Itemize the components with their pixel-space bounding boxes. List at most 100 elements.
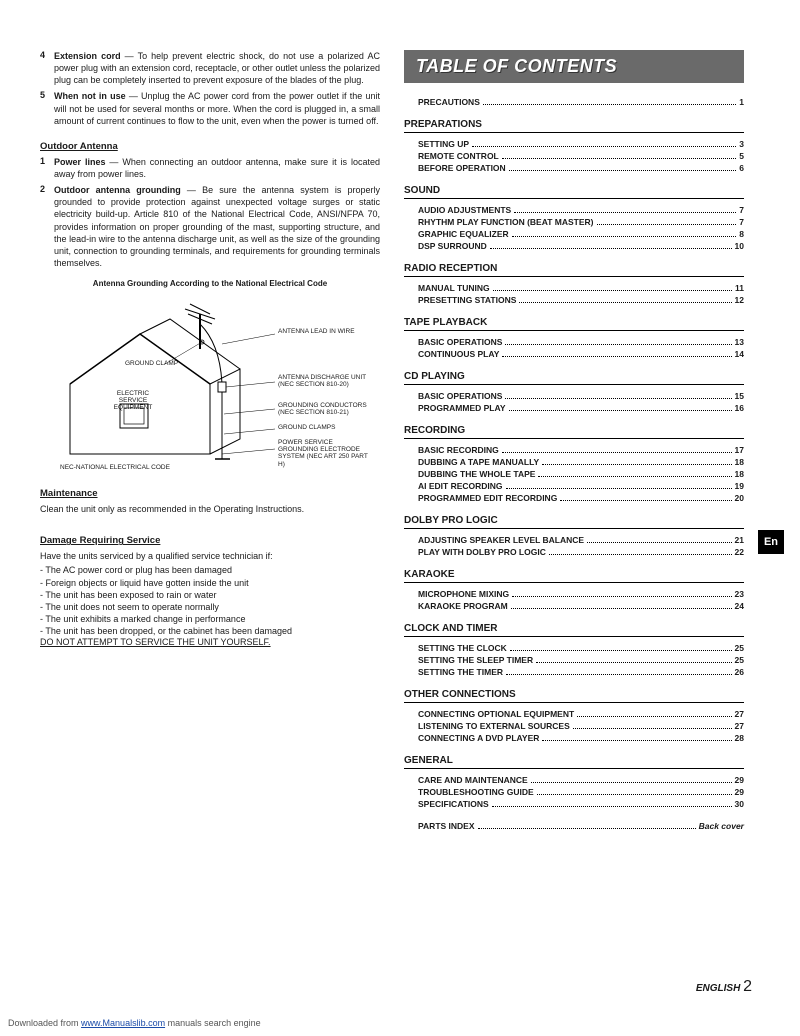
toc-dots	[537, 794, 732, 795]
toc-dots	[549, 554, 732, 555]
toc-dots	[542, 740, 731, 741]
label-power-service: POWER SERVICE GROUNDING ELECTRODE SYSTEM…	[278, 439, 373, 468]
toc-item-label: TROUBLESHOOTING GUIDE	[418, 787, 534, 797]
toc-item: PRESETTING STATIONS12	[404, 295, 744, 305]
toc-item-label: SPECIFICATIONS	[418, 799, 489, 809]
footer-link[interactable]: www.Manualslib.com	[81, 1018, 165, 1028]
numbered-item: 2Outdoor antenna grounding — Be sure the…	[40, 184, 380, 269]
damage-list-item: - The unit does not seem to operate norm…	[40, 601, 380, 613]
damage-list: - The AC power cord or plug has been dam…	[40, 564, 380, 637]
diagram-caption: Antenna Grounding According to the Natio…	[40, 279, 380, 288]
numbered-item: 1Power lines — When connecting an outdoo…	[40, 156, 380, 180]
label-nec: NEC-NATIONAL ELECTRICAL CODE	[60, 464, 170, 471]
footer-page-num: 2	[743, 978, 752, 995]
toc-item-label: AUDIO ADJUSTMENTS	[418, 205, 511, 215]
toc-item-label: GRAPHIC EQUALIZER	[418, 229, 509, 239]
toc-item-page: 15	[735, 391, 744, 401]
toc-dots	[512, 596, 731, 597]
toc-item-page: 11	[735, 283, 744, 293]
toc-item-label: BASIC OPERATIONS	[418, 391, 502, 401]
toc-dots	[505, 344, 731, 345]
damage-list-item: - The AC power cord or plug has been dam…	[40, 564, 380, 576]
toc-item-label: PARTS INDEX	[418, 821, 475, 831]
toc-section-title: SOUND	[404, 185, 744, 199]
toc-dots	[506, 488, 732, 489]
left-column: 4Extension cord — To help prevent electr…	[40, 50, 380, 833]
toc-item: SETTING THE TIMER 26	[404, 667, 744, 677]
toc-section-title: KARAOKE	[404, 569, 744, 583]
toc-item-page: 20	[735, 493, 744, 503]
toc-item-label: BASIC RECORDING	[418, 445, 499, 455]
toc-item: RHYTHM PLAY FUNCTION (BEAT MASTER)7	[404, 217, 744, 227]
toc-parts-index: PARTS INDEX Back cover	[404, 821, 744, 831]
toc-item: PROGRAMMED EDIT RECORDING 20	[404, 493, 744, 503]
toc-dots	[509, 410, 732, 411]
toc-item-label: MANUAL TUNING	[418, 283, 490, 293]
toc-item-page: 30	[735, 799, 744, 809]
toc-item: BEFORE OPERATION6	[404, 163, 744, 173]
toc-item-page: 5	[739, 151, 744, 161]
damage-list-item: - The unit exhibits a marked change in p…	[40, 613, 380, 625]
toc-item: DUBBING A TAPE MANUALLY18	[404, 457, 744, 467]
toc-dots	[502, 356, 731, 357]
toc-item: BASIC RECORDING 17	[404, 445, 744, 455]
toc-item-label: PRECAUTIONS	[418, 97, 480, 107]
toc-item: CARE AND MAINTENANCE29	[404, 775, 744, 785]
toc-item-page: 19	[735, 481, 744, 491]
maintenance-title: Maintenance	[40, 488, 380, 499]
toc-item: DUBBING THE WHOLE TAPE18	[404, 469, 744, 479]
toc-item-label: CONNECTING A DVD PLAYER	[418, 733, 539, 743]
toc-item-label: LISTENING TO EXTERNAL SOURCES	[418, 721, 570, 731]
toc-item-page: Back cover	[699, 821, 744, 831]
toc-item-page: 27	[735, 709, 744, 719]
toc-header: TABLE OF CONTENTS	[404, 50, 744, 83]
toc-item-page: 10	[735, 241, 744, 251]
toc-item-label: SETTING THE TIMER	[418, 667, 503, 677]
toc-dots	[483, 104, 736, 105]
toc-item: SETTING UP3	[404, 139, 744, 149]
toc-section-title: GENERAL	[404, 755, 744, 769]
toc-item-label: PRESETTING STATIONS	[418, 295, 516, 305]
damage-list-item: - The unit has been exposed to rain or w…	[40, 589, 380, 601]
toc-dots	[506, 674, 732, 675]
toc-item: SETTING THE CLOCK25	[404, 643, 744, 653]
toc-item-page: 26	[735, 667, 744, 677]
numbered-item: 4Extension cord — To help prevent electr…	[40, 50, 380, 86]
language-tab: En	[758, 530, 784, 554]
toc-item-label: AI EDIT RECORDING	[418, 481, 503, 491]
toc-dots	[519, 302, 731, 303]
toc-item: REMOTE CONTROL5	[404, 151, 744, 161]
toc-section-title: CD PLAYING	[404, 371, 744, 385]
toc-item-page: 1	[739, 97, 744, 107]
toc-item-page: 17	[735, 445, 744, 455]
toc-dots	[505, 398, 731, 399]
toc-item: AI EDIT RECORDING 19	[404, 481, 744, 491]
toc-section-title: CLOCK AND TIMER	[404, 623, 744, 637]
label-conductors: GROUNDING CONDUCTORS (NEC SECTION 810-21…	[278, 402, 368, 416]
toc-item-page: 29	[735, 787, 744, 797]
toc-item-label: SETTING THE SLEEP TIMER	[418, 655, 533, 665]
toc-item-page: 7	[739, 205, 744, 215]
toc-dots	[472, 146, 736, 147]
toc-item: KARAOKE PROGRAM24	[404, 601, 744, 611]
damage-intro: Have the units serviced by a qualified s…	[40, 550, 380, 562]
toc-section-title: OTHER CONNECTIONS	[404, 689, 744, 703]
toc-item: BASIC OPERATIONS 15	[404, 391, 744, 401]
toc-dots	[502, 158, 737, 159]
toc-item: BASIC OPERATIONS13	[404, 337, 744, 347]
label-ground-clamp: GROUND CLAMP	[125, 360, 178, 367]
toc-dots	[597, 224, 737, 225]
toc-section-title: DOLBY PRO LOGIC	[404, 515, 744, 529]
footer-left: Downloaded from www.Manualslib.com manua…	[8, 1018, 261, 1028]
toc-item: ADJUSTING SPEAKER LEVEL BALANCE21	[404, 535, 744, 545]
toc-item-label: MICROPHONE MIXING	[418, 589, 509, 599]
toc-item: LISTENING TO EXTERNAL SOURCES27	[404, 721, 744, 731]
toc-item: MANUAL TUNING 11	[404, 283, 744, 293]
toc-item-label: PROGRAMMED EDIT RECORDING	[418, 493, 557, 503]
toc-item-page: 6	[739, 163, 744, 173]
toc-item-page: 21	[735, 535, 744, 545]
toc-item-label: SETTING THE CLOCK	[418, 643, 507, 653]
toc-item: CONTINUOUS PLAY14	[404, 349, 744, 359]
toc-item-page: 7	[739, 217, 744, 227]
toc-item-label: DUBBING A TAPE MANUALLY	[418, 457, 539, 467]
